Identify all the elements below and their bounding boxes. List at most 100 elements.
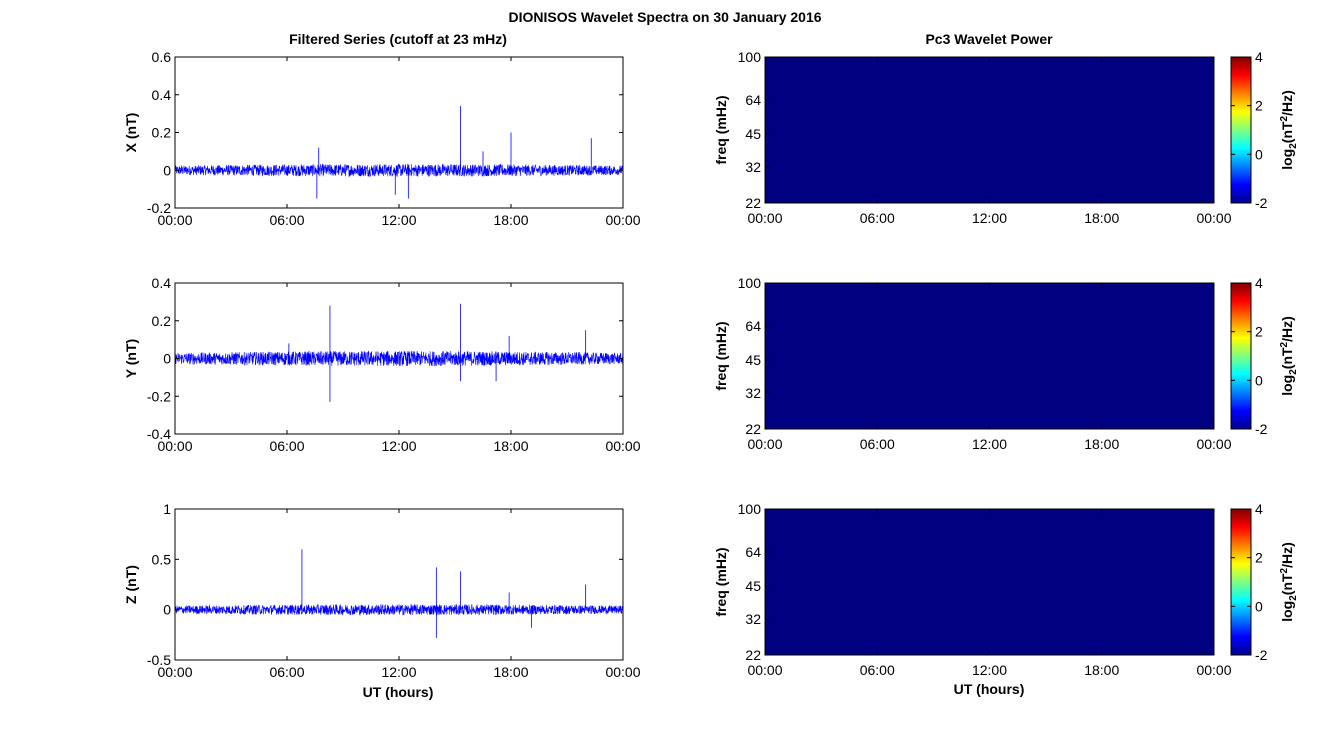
- wavelet-y-colorbar: -2 0 2 4 log2(nT2/Hz): [1230, 275, 1299, 437]
- wavelet-y-colorbar-gradient: [1230, 282, 1252, 430]
- right-column-title: Pc3 Wavelet Power: [925, 31, 1053, 47]
- wavelet-y-ytick-label: 22: [745, 421, 761, 437]
- series-y-ytick-label: -0.4: [147, 426, 171, 442]
- wavelet-x-ytick-label: 64: [745, 92, 761, 108]
- wavelet-z-xtick-label: 00:00: [1196, 662, 1231, 678]
- series-x-ytick-label: 0.4: [152, 87, 172, 103]
- wavelet-y-colorbar-tick-label: 2: [1255, 324, 1263, 340]
- series-x-xtick-label: 18:00: [493, 212, 528, 228]
- wavelet-x-ytick-label: 100: [738, 49, 762, 65]
- wavelet-z-colorbar-label: log2(nT2/Hz): [1279, 542, 1299, 622]
- wavelet-z-panel: 22 32 45 64 100 00:00 06:00 12:00 18:00 00:00 freq…: [713, 501, 1299, 678]
- wavelet-z-ytick-label: 32: [745, 611, 761, 627]
- series-x-ylabel: X (nT): [123, 113, 139, 153]
- wavelet-x-colorbar-label: log2(nT2/Hz): [1279, 90, 1299, 170]
- series-x-panel: -0.2 0 0.2 0.4 0.6 00:00 06:00 12:00 18:00 00:00 X…: [123, 49, 641, 228]
- series-x-xtick-label: 12:00: [381, 212, 416, 228]
- wavelet-x-xtick-label: 12:00: [972, 210, 1007, 226]
- wavelet-x-ylabel: freq (mHz): [713, 95, 729, 164]
- wavelet-x-colorbar-tick-label: 0: [1255, 146, 1263, 162]
- wavelet-z-ylabel: freq (mHz): [713, 547, 729, 616]
- wavelet-y-xtick-label: 06:00: [860, 436, 895, 452]
- wavelet-x-ytick-label: 22: [745, 195, 761, 211]
- wavelet-z-ytick-label: 45: [745, 578, 761, 594]
- wavelet-y-ylabel: freq (mHz): [713, 321, 729, 390]
- wavelet-x-heatmap: [765, 57, 1214, 203]
- series-x-xtick-label: 06:00: [269, 212, 304, 228]
- wavelet-z-colorbar-tick-label: -2: [1255, 647, 1268, 663]
- x-axis-label-left: UT (hours): [363, 684, 434, 700]
- wavelet-x-ytick-label: 32: [745, 159, 761, 175]
- wavelet-z-colorbar-tick-label: 0: [1255, 598, 1263, 614]
- series-y-ytick-label: 0.4: [152, 275, 172, 291]
- wavelet-x-xtick-label: 18:00: [1084, 210, 1119, 226]
- wavelet-x-xtick-label: 00:00: [747, 210, 782, 226]
- series-y-ytick-label: 0.2: [152, 313, 172, 329]
- panels: -0.2 0 0.2 0.4 0.6 00:00 06:00 12:00 18:00 00:00 X…: [123, 49, 1299, 680]
- wavelet-z-colorbar-tick-label: 4: [1255, 501, 1263, 517]
- wavelet-y-xtick-label: 12:00: [972, 436, 1007, 452]
- series-x-ytick-label: 0: [163, 162, 171, 178]
- wavelet-z-colorbar-gradient: [1230, 508, 1252, 656]
- wavelet-x-ytick-label: 45: [745, 126, 761, 142]
- wavelet-z-ytick-label: 100: [738, 501, 762, 517]
- wavelet-y-xtick-label: 00:00: [747, 436, 782, 452]
- series-z-xtick-label: 12:00: [381, 664, 416, 680]
- wavelet-x-panel: 22 32 45 64 100 00:00 06:00 12:00 18:00 00:00 freq…: [713, 49, 1299, 226]
- wavelet-z-ytick-label: 22: [745, 647, 761, 663]
- wavelet-x-colorbar-tick-label: 4: [1255, 49, 1263, 65]
- wavelet-x-xtick-label: 00:00: [1196, 210, 1231, 226]
- series-y-xtick-label: 06:00: [269, 438, 304, 454]
- series-z-ytick-label: 0: [163, 602, 171, 618]
- wavelet-z-colorbar-tick-label: 2: [1255, 550, 1263, 566]
- series-x-xtick-label: 00:00: [157, 212, 192, 228]
- series-x-ytick-label: -0.2: [147, 200, 171, 216]
- wavelet-x-colorbar-gradient: [1230, 56, 1252, 204]
- series-z-xtick-label: 18:00: [493, 664, 528, 680]
- wavelet-z-xtick-label: 18:00: [1084, 662, 1119, 678]
- wavelet-y-ytick-label: 64: [745, 318, 761, 334]
- wavelet-z-xtick-label: 00:00: [747, 662, 782, 678]
- series-y-xtick-label: 12:00: [381, 438, 416, 454]
- wavelet-x-colorbar: -2 0 2 4 log2(nT2/Hz): [1230, 49, 1299, 211]
- figure-title: DIONISOS Wavelet Spectra on 30 January 2…: [508, 9, 821, 25]
- wavelet-z-xtick-label: 06:00: [860, 662, 895, 678]
- series-z-ytick-label: 0.5: [152, 551, 172, 567]
- series-z-ylabel: Z (nT): [123, 565, 139, 604]
- wavelet-y-ytick-label: 100: [738, 275, 762, 291]
- wavelet-y-colorbar-tick-label: 0: [1255, 372, 1263, 388]
- wavelet-y-ytick-label: 32: [745, 385, 761, 401]
- series-x-xtick-label: 00:00: [605, 212, 640, 228]
- series-z-panel: -0.5 0 0.5 1 00:00 06:00 12:00 18:00 00:00 Z (nT): [123, 501, 641, 680]
- series-z-trace: [174, 603, 624, 616]
- series-y-trace: [174, 350, 624, 367]
- wavelet-y-xtick-label: 18:00: [1084, 436, 1119, 452]
- series-z-xtick-label: 00:00: [605, 664, 640, 680]
- wavelet-y-colorbar-tick-label: -2: [1255, 421, 1268, 437]
- series-z-axes-frame: [174, 508, 624, 661]
- series-z-xtick-label: 06:00: [269, 664, 304, 680]
- wavelet-y-xtick-label: 00:00: [1196, 436, 1231, 452]
- series-z-xtick-label: 00:00: [157, 664, 192, 680]
- series-x-ytick-label: 0.6: [152, 49, 172, 65]
- series-y-ytick-label: 0: [163, 351, 171, 367]
- wavelet-y-colorbar-label: log2(nT2/Hz): [1279, 316, 1299, 396]
- series-x-ytick-label: 0.2: [152, 125, 172, 141]
- wavelet-z-ytick-label: 64: [745, 544, 761, 560]
- series-x-axes-frame: [174, 56, 624, 209]
- series-y-xtick-label: 00:00: [605, 438, 640, 454]
- wavelet-z-colorbar: -2 0 2 4 log2(nT2/Hz): [1230, 501, 1299, 663]
- series-y-ytick-label: -0.2: [147, 388, 171, 404]
- series-z-ytick-label: -0.5: [147, 652, 171, 668]
- series-z-ytick-label: 1: [163, 501, 171, 517]
- wavelet-x-colorbar-tick-label: -2: [1255, 195, 1268, 211]
- wavelet-y-colorbar-tick-label: 4: [1255, 275, 1263, 291]
- wavelet-y-ytick-label: 45: [745, 352, 761, 368]
- wavelet-y-panel: 22 32 45 64 100 00:00 06:00 12:00 18:00 00:00 freq…: [713, 275, 1299, 452]
- series-y-xtick-label: 00:00: [157, 438, 192, 454]
- series-y-ylabel: Y (nT): [123, 339, 139, 378]
- series-x-trace: [174, 163, 624, 178]
- left-column-title: Filtered Series (cutoff at 23 mHz): [289, 31, 507, 47]
- wavelet-z-xtick-label: 12:00: [972, 662, 1007, 678]
